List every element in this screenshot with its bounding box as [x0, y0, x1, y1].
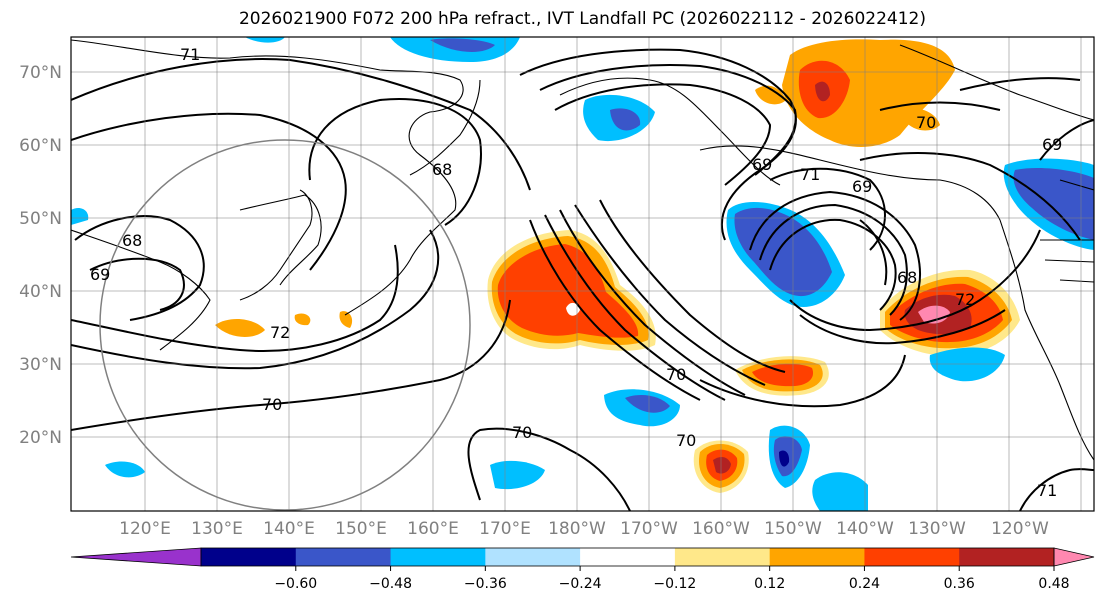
lat-label: 60°N — [19, 136, 62, 156]
lon-label: 120°W — [991, 519, 1049, 539]
lon-label: 130°W — [908, 519, 966, 539]
contour-label: 69 — [852, 177, 872, 196]
colorbar-extend-low — [70, 547, 202, 567]
lat-label: 30°N — [19, 355, 62, 375]
lat-label: 70°N — [19, 63, 62, 83]
lon-label: 170°E — [479, 519, 531, 539]
colorbar-segment — [580, 548, 676, 566]
colorbar-tick-label: −0.60 — [274, 576, 317, 592]
contour-layer — [71, 48, 1094, 511]
contour-label: 71 — [180, 45, 200, 64]
colorbar-tick-label: 0.36 — [944, 576, 975, 592]
contour-label: 70 — [512, 423, 532, 442]
contour-label: 70 — [262, 395, 282, 414]
contour-label: 71 — [1037, 481, 1057, 500]
lat-label: 50°N — [19, 209, 62, 229]
colorbar-frame — [200, 547, 1055, 567]
colorbar-segment — [390, 548, 486, 566]
colorbar-segment — [485, 548, 581, 566]
lon-label: 150°W — [764, 519, 822, 539]
contour-label: 68 — [432, 160, 452, 179]
lon-label: 180°W — [548, 519, 606, 539]
lon-label: 140°E — [263, 519, 315, 539]
colorbar-tick-label: −0.48 — [369, 576, 412, 592]
colorbar-tick-label: −0.12 — [653, 576, 696, 592]
lon-label: 140°W — [836, 519, 894, 539]
lon-label: 170°W — [620, 519, 678, 539]
colorbar-segment — [769, 548, 865, 566]
shaded-anomaly-layer — [71, 37, 1094, 511]
contour-label: 72 — [955, 290, 975, 309]
map-title: 2026021900 F072 200 hPa refract., IVT La… — [238, 9, 926, 29]
contour-label: 72 — [270, 323, 290, 342]
contour-labels: 71 68 69 68 69 72 70 70 70 70 71 69 70 6… — [90, 45, 1062, 500]
colorbar: −0.60 −0.48 −0.36 −0.24 −0.12 0.12 0.24 0.36 0.4… — [70, 547, 1095, 592]
contour-label: 69 — [1042, 135, 1062, 154]
colorbar-tick-label: 0.48 — [1038, 576, 1069, 592]
colorbar-tick-label: −0.36 — [464, 576, 507, 592]
contour-label: 70 — [676, 431, 696, 450]
gridlines — [71, 37, 1094, 511]
colorbar-segment — [674, 548, 771, 566]
colorbar-segment — [959, 548, 1055, 566]
map-frame — [70, 36, 1095, 512]
colorbar-segment — [201, 548, 297, 566]
longitude-labels: 120°E 130°E 140°E 150°E 160°E 170°E 180°… — [119, 519, 1049, 539]
colorbar-segment — [295, 548, 392, 566]
colorbar-tick-label: 0.24 — [849, 576, 880, 592]
lon-label: 160°W — [692, 519, 750, 539]
colorbar-tick-label: 0.12 — [754, 576, 785, 592]
contour-label: 68 — [897, 268, 917, 287]
lon-label: 150°E — [335, 519, 387, 539]
contour-label: 69 — [90, 265, 110, 284]
reference-circle — [99, 139, 471, 511]
lon-label: 130°E — [191, 519, 243, 539]
lat-label: 20°N — [19, 428, 62, 448]
latitude-labels: 70°N 60°N 50°N 40°N 30°N 20°N — [19, 63, 62, 448]
lat-label: 40°N — [19, 282, 62, 302]
contour-label: 69 — [752, 155, 772, 174]
contour-label: 68 — [122, 231, 142, 250]
contour-label: 70 — [916, 113, 936, 132]
colorbar-extend-high — [1053, 547, 1095, 567]
contour-label: 70 — [666, 365, 686, 384]
colorbar-segment — [864, 548, 960, 566]
lon-label: 120°E — [119, 519, 171, 539]
contour-label: 71 — [800, 165, 820, 184]
colorbar-tick-label: −0.24 — [559, 576, 602, 592]
lon-label: 160°E — [407, 519, 459, 539]
